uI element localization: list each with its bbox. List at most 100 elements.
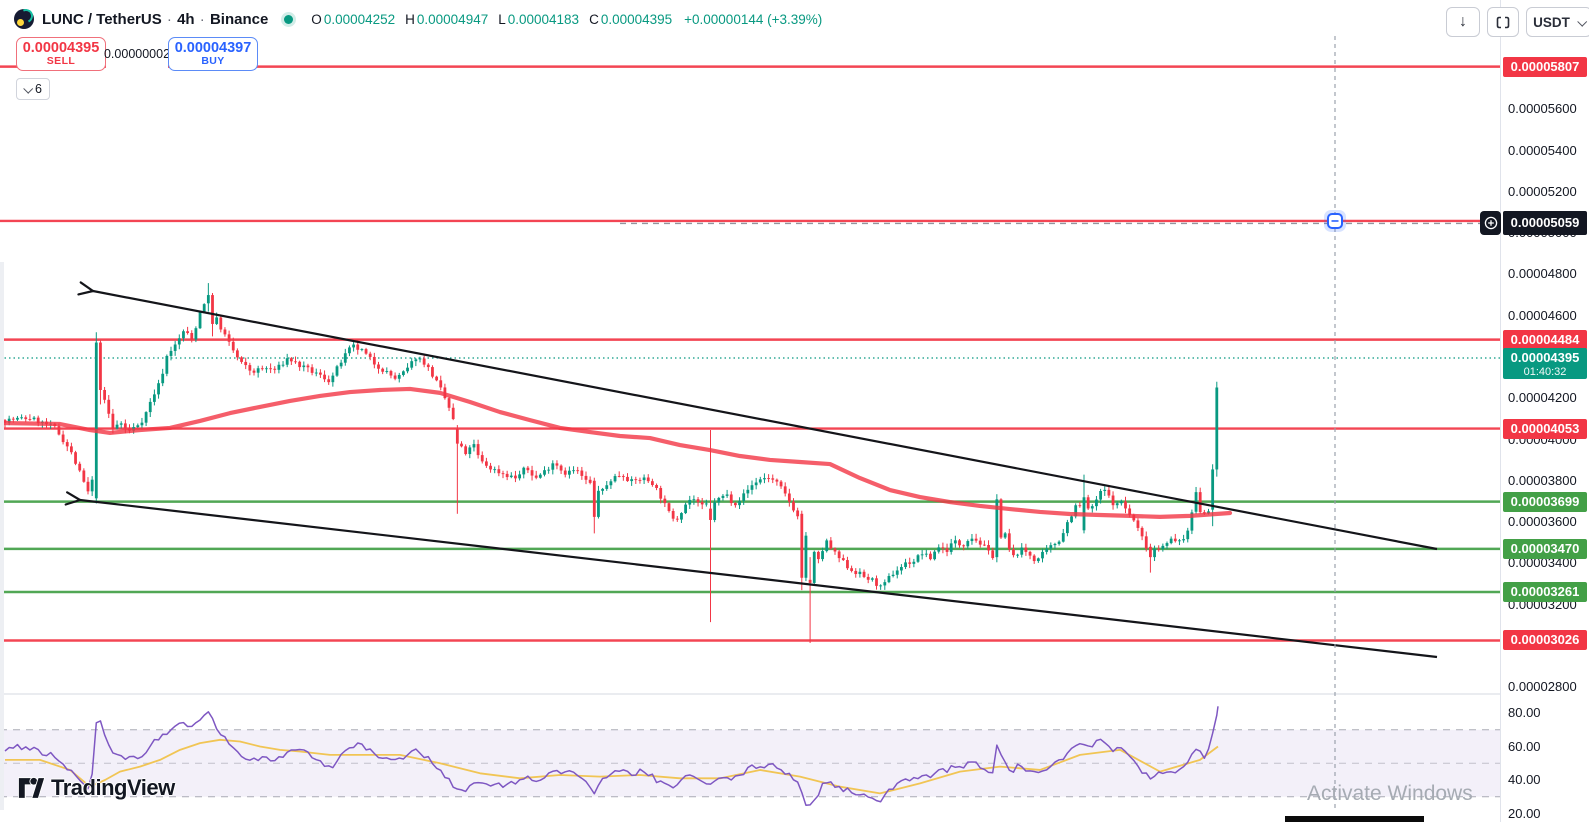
candle-body: [638, 479, 642, 481]
candle-body: [1190, 512, 1194, 531]
market-status-dot-icon[interactable]: [284, 14, 294, 24]
candle-body: [713, 502, 717, 520]
tradingview-watermark[interactable]: TradingView: [18, 775, 175, 801]
rsi-tick: 60.00: [1508, 738, 1541, 754]
candle-body: [1028, 551, 1032, 556]
download-button[interactable]: ↓: [1446, 7, 1480, 37]
high-label: H: [405, 11, 415, 27]
candle-body: [958, 540, 961, 546]
trendline-upper[interactable]: [92, 289, 1438, 551]
candle-body: [223, 329, 227, 335]
candle-body: [231, 341, 235, 351]
sell-button[interactable]: 0.00004395 SELL: [16, 37, 106, 71]
candle-body: [74, 452, 77, 464]
candle-body: [833, 548, 837, 552]
fullscreen-button[interactable]: [1487, 7, 1519, 37]
buy-price: 0.00004397: [174, 39, 252, 56]
price-level-label[interactable]: 0.00005059: [1480, 210, 1587, 235]
candle-body: [655, 485, 658, 489]
price-tick: 0.00003800: [1508, 472, 1577, 488]
price-axis[interactable]: 0.000056000.000054000.000052000.00005000…: [1480, 0, 1589, 822]
price-level-label[interactable]: 0.00005807: [1503, 56, 1587, 77]
candle-body: [310, 367, 314, 373]
candle-body: [970, 538, 974, 542]
candle-body: [1032, 555, 1036, 562]
symbol-name[interactable]: LUNC / TetherUS: [42, 10, 162, 28]
candle-body: [630, 479, 634, 482]
candle-body: [285, 358, 289, 365]
buy-button[interactable]: 0.00004397 BUY: [168, 37, 258, 71]
candle-body: [613, 476, 617, 482]
candle-body: [61, 434, 65, 443]
candle-body: [875, 578, 878, 586]
candle-body: [1115, 503, 1119, 506]
candle-body: [319, 372, 322, 375]
candle-body: [684, 504, 687, 514]
price-level-label[interactable]: 0.00003699: [1503, 491, 1587, 512]
chevron-down-icon: [23, 83, 34, 94]
candle-body: [157, 383, 160, 395]
candle-body: [194, 328, 198, 340]
top-right-controls: ↓ USDT: [1446, 7, 1589, 37]
candle-body: [57, 426, 61, 435]
candle-body: [962, 545, 966, 547]
candle-body: [1074, 505, 1078, 517]
candle-body: [447, 398, 451, 408]
candle-body: [688, 499, 692, 505]
add-alert-plus-icon[interactable]: [1480, 210, 1501, 235]
candle-body: [837, 551, 841, 559]
candle-body: [634, 479, 638, 481]
rsi-ma-line[interactable]: [5, 738, 1219, 795]
objects-tree-dropdown[interactable]: 6: [16, 78, 50, 100]
trendline-lower[interactable]: [79, 498, 1438, 659]
interval-value[interactable]: 4h: [177, 10, 195, 28]
candle-body: [1024, 547, 1028, 552]
rsi-line[interactable]: [4, 706, 1219, 807]
ohlc-readout: O 0.00004252 H 0.00004947 L 0.00004183 C 0.0…: [311, 12, 822, 27]
candle-body: [945, 548, 949, 552]
candle-body: [626, 476, 629, 482]
candle-body: [675, 518, 679, 520]
candle-body: [978, 540, 982, 545]
candle-body: [248, 365, 252, 371]
title-separator: ·: [166, 10, 172, 28]
moving-average-line[interactable]: [0, 386, 1233, 519]
low-label: L: [498, 11, 506, 27]
candle-body: [891, 574, 895, 577]
candle-body: [700, 502, 704, 505]
price-level-label[interactable]: 0.00003470: [1503, 538, 1587, 559]
sell-price: 0.00004395: [22, 39, 100, 56]
candle-body: [1107, 489, 1111, 496]
candle-body: [841, 558, 845, 561]
tradingview-logo-text: TradingView: [51, 775, 175, 800]
candle-body: [331, 375, 335, 383]
candle-body: [729, 494, 733, 504]
candle-body: [717, 497, 721, 503]
candle-body: [1182, 539, 1185, 541]
currency-select[interactable]: USDT: [1526, 7, 1589, 37]
candle-body: [663, 498, 667, 504]
candle-body: [775, 479, 779, 482]
price-level-label[interactable]: 0.00003026: [1503, 630, 1587, 651]
candle-body: [451, 407, 455, 420]
symbol-title[interactable]: LUNC / TetherUS · 4h · Binance: [42, 11, 268, 28]
price-level-label[interactable]: 0.00004053: [1503, 418, 1587, 439]
candle-body: [327, 379, 331, 383]
candle-body: [543, 470, 546, 475]
candle-body: [1157, 548, 1161, 550]
candle-body: [368, 353, 372, 357]
candle-body: [348, 347, 351, 354]
candle-body: [422, 358, 426, 365]
exchange-name[interactable]: Binance: [209, 10, 269, 28]
price-level-label[interactable]: 0.00004484: [1503, 329, 1587, 350]
candle-body: [186, 331, 189, 334]
price-level-label[interactable]: 0.00004395 01:40:32: [1503, 348, 1587, 379]
candle-body: [866, 576, 870, 580]
candle-body: [1016, 554, 1019, 556]
price-level-label[interactable]: 0.00003261: [1503, 582, 1587, 602]
candle-body: [933, 551, 936, 560]
candle-body: [236, 350, 239, 358]
buy-label: BUY: [201, 55, 225, 68]
